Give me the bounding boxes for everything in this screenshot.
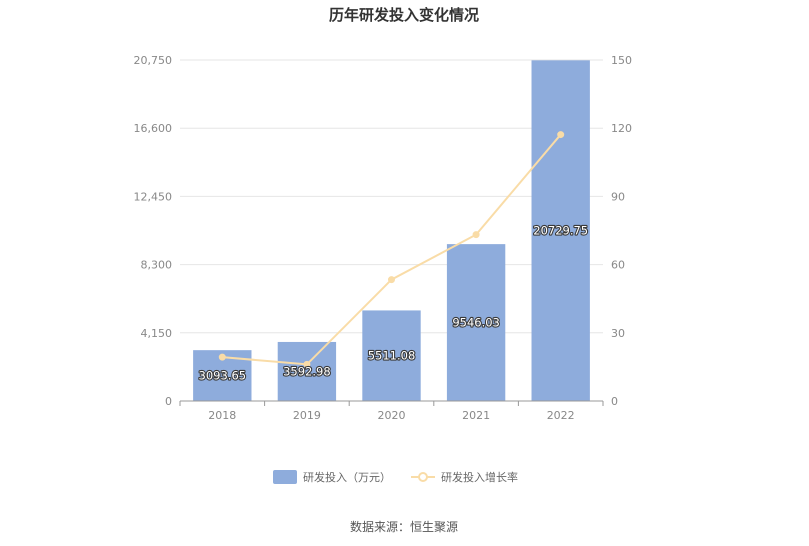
data-labels: 3093.65 3592.98 5511.08 9546.03 20729.75 <box>197 223 589 384</box>
y-left-tick-label: 16,600 <box>134 122 173 135</box>
y-right-tick-label: 30 <box>611 327 625 340</box>
line-series <box>218 131 565 368</box>
line-point <box>303 360 311 368</box>
line-point <box>557 131 565 139</box>
data-source: 数据来源：恒生聚源 <box>350 519 458 534</box>
bar-data-label: 3592.98 <box>283 364 331 378</box>
x-tick-label: 2019 <box>293 409 321 422</box>
y-right-tick-label: 90 <box>611 190 625 203</box>
y-left-tick-label: 12,450 <box>134 190 173 203</box>
bar-data-label: 9546.03 <box>452 316 500 330</box>
bar-data-label: 3093.65 <box>199 369 247 383</box>
y-left-tick-label: 4,150 <box>141 327 173 340</box>
line-point <box>388 276 395 284</box>
line-point <box>472 231 480 239</box>
y-left-tick-label: 0 <box>165 395 172 408</box>
bar <box>277 341 337 401</box>
bar-series <box>193 60 590 401</box>
bar <box>446 244 506 401</box>
bar <box>362 310 421 401</box>
x-tick-label: 2018 <box>208 409 236 422</box>
axes: 0 4,150 8,300 12,450 16,600 20,750 0 30 60 90 120 1… <box>134 54 633 422</box>
legend-line-label: 研发投入增长率 <box>441 470 518 484</box>
y-right-tick-label: 0 <box>611 395 618 408</box>
bar-data-label: 20729.75 <box>533 224 588 238</box>
x-tick-label: 2020 <box>378 409 406 422</box>
legend-bar-swatch <box>273 470 297 484</box>
legend-bar-label: 研发投入（万元） <box>303 470 391 484</box>
x-tick-label: 2022 <box>547 409 575 422</box>
line-point <box>218 353 226 361</box>
y-left-tick-label: 20,750 <box>134 54 173 67</box>
y-left-tick-label: 8,300 <box>141 259 173 272</box>
x-tick-label: 2021 <box>462 409 490 422</box>
bar <box>531 60 590 401</box>
legend-line-marker <box>418 472 428 482</box>
bar-data-label: 5511.08 <box>368 349 416 363</box>
chart-title: 历年研发投入变化情况 <box>329 6 479 24</box>
y-right-tick-label: 60 <box>611 259 625 272</box>
y-right-tick-label: 150 <box>611 54 632 67</box>
y-right-tick-label: 120 <box>611 122 632 135</box>
legend: 研发投入（万元） 研发投入增长率 <box>273 470 518 484</box>
